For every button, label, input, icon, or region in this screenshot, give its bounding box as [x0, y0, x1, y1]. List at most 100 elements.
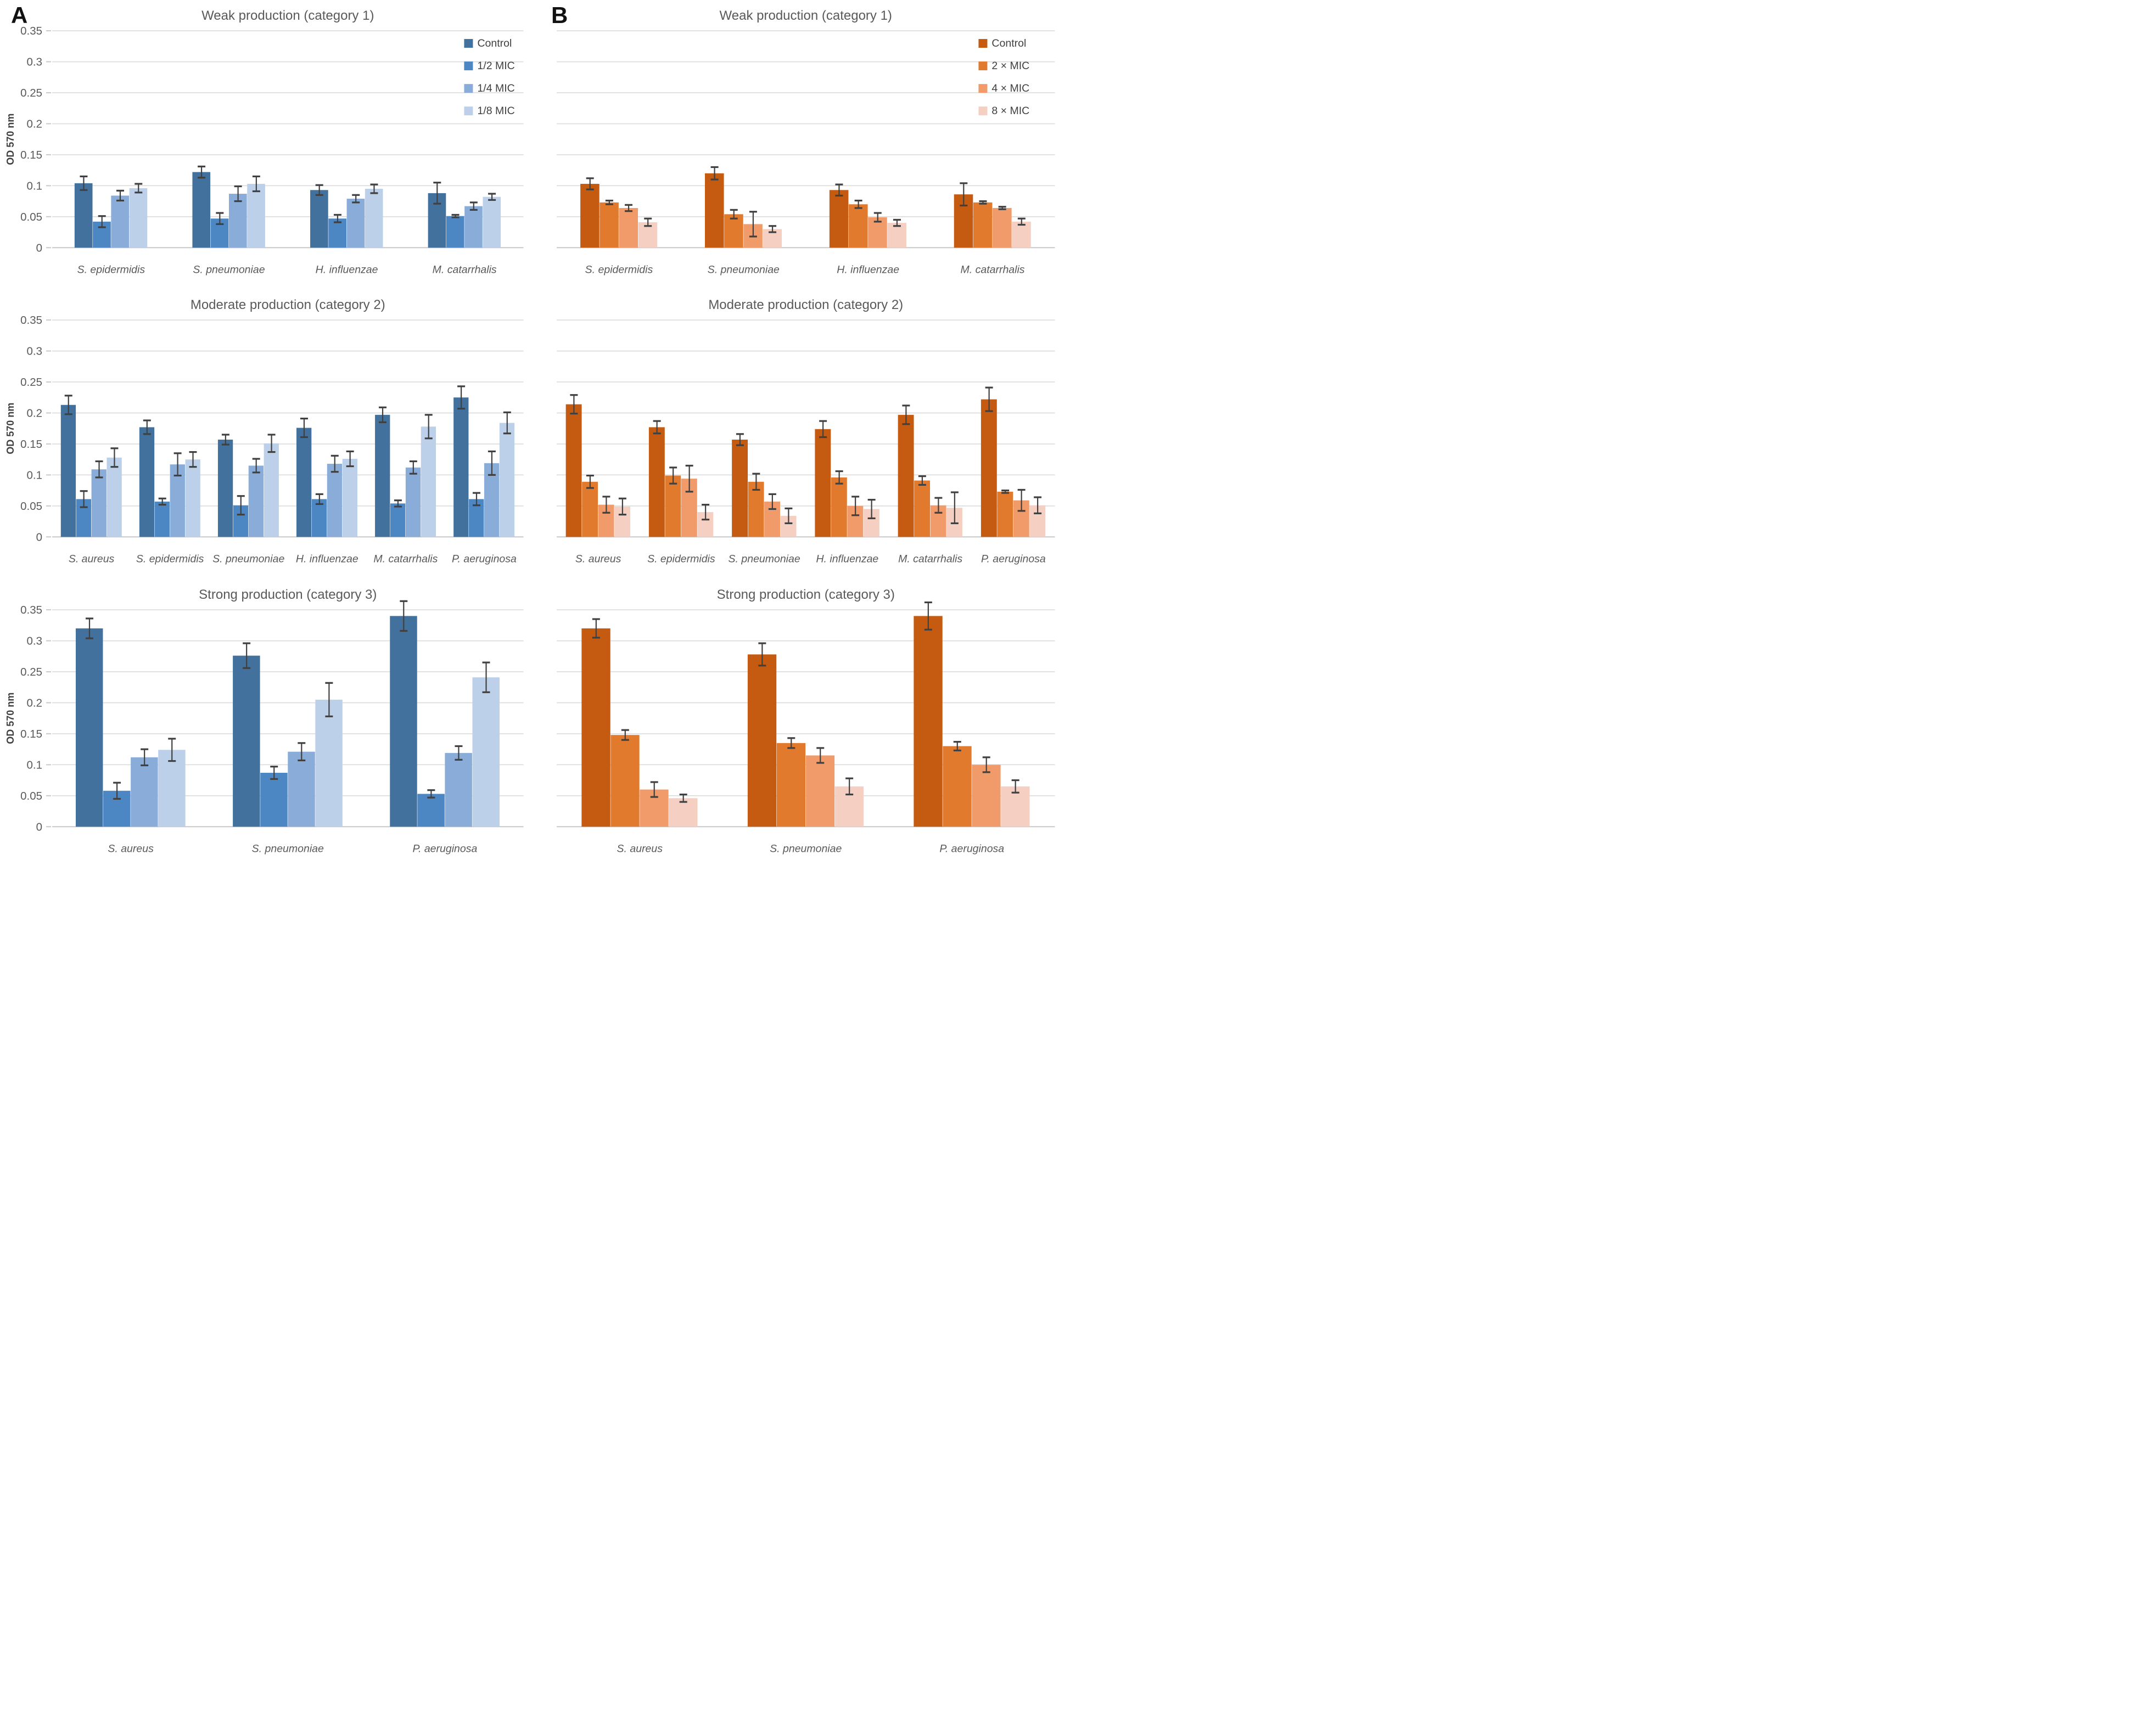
legend-swatch-1-4-mic	[464, 84, 473, 93]
bar-4-mic-m-catarrhalis	[992, 207, 1012, 248]
bar-control-h-influenzae	[296, 428, 312, 537]
bar-2-mic-h-influenzae	[831, 477, 847, 537]
chart-strong-b: Strong production (category 3) S. aureus S…	[533, 579, 1065, 868]
y-tick-label: 0.2	[27, 407, 43, 420]
bar-control-h-influenzae	[310, 190, 328, 248]
bar-1-4-mic-s-epidermidis	[170, 464, 185, 537]
bar-2-mic-h-influenzae	[848, 204, 868, 248]
chart-svg-weak-a: 0 0.05 0.1 0.15 0.2 0.25 0.3 0.35 OD 570 nm Weak …	[5, 8, 524, 276]
category-label-s-epidermidis: S. epidermidis	[647, 553, 715, 565]
bar-1-2-mic-h-influenzae	[311, 499, 327, 537]
bar-control-s-epidermidis	[139, 427, 155, 537]
legend-swatch-control	[464, 39, 473, 48]
bar-control-s-aureus	[565, 404, 582, 537]
bar-1-4-mic-s-aureus	[131, 757, 158, 827]
chart-title: Moderate production (category 2)	[191, 297, 385, 312]
category-label-s-aureus: S. aureus	[575, 553, 621, 565]
bar-2-mic-m-catarrhalis	[973, 202, 992, 248]
bar-2-mic-p-aeruginosa	[996, 492, 1013, 537]
y-tick-label: 0.1	[27, 759, 43, 771]
bar-control-s-epidermidis	[580, 183, 600, 248]
y-tick-label: 0	[36, 241, 42, 254]
legend-label-8-mic: 8 × MIC	[991, 105, 1029, 117]
bar-1-4-mic-s-pneumoniae	[288, 751, 315, 827]
y-tick-label: 0.05	[20, 500, 42, 513]
category-label-p-aeruginosa: P. aeruginosa	[981, 553, 1045, 565]
category-label-s-pneumoniae: S. pneumoniae	[193, 263, 265, 276]
bar-control-s-pneumoniae	[233, 655, 260, 827]
bar-1-4-mic-h-influenzae	[346, 199, 365, 248]
category-label-p-aeruginosa: P. aeruginosa	[413, 842, 478, 855]
y-tick-label: 0.15	[20, 149, 42, 161]
bar-2-mic-s-pneumoniae	[724, 214, 743, 248]
category-label-p-aeruginosa: P. aeruginosa	[939, 842, 1004, 855]
bar-1-8-mic-h-influenzae	[342, 459, 358, 537]
bar-1-8-mic-p-aeruginosa	[472, 677, 500, 827]
y-tick-label: 0.05	[20, 211, 42, 223]
y-tick-label: 0.2	[27, 696, 43, 709]
bar-control-p-aeruginosa	[981, 399, 997, 537]
bar-2-mic-s-pneumoniae	[776, 743, 805, 827]
bar-1-8-mic-s-epidermidis	[185, 459, 200, 537]
bar-control-s-pneumoniae	[747, 654, 776, 827]
bar-control-p-aeruginosa	[453, 397, 469, 537]
legend-swatch-2-mic	[978, 61, 987, 71]
bar-1-8-mic-m-catarrhalis	[483, 196, 501, 248]
bar-2-mic-s-pneumoniae	[748, 482, 764, 537]
bar-control-s-pneumoniae	[704, 173, 724, 248]
bar-control-s-pneumoniae	[731, 440, 748, 537]
bar-1-8-mic-s-pneumoniae	[264, 443, 279, 537]
category-label-s-epidermidis: S. epidermidis	[585, 263, 653, 276]
category-label-s-aureus: S. aureus	[69, 553, 115, 565]
bar-control-m-catarrhalis	[375, 415, 390, 537]
bar-1-4-mic-h-influenzae	[327, 464, 343, 537]
bar-1-8-mic-p-aeruginosa	[499, 423, 515, 537]
bar-1-4-mic-m-catarrhalis	[405, 468, 421, 537]
bar-control-h-influenzae	[814, 429, 831, 537]
bar-1-4-mic-s-epidermidis	[111, 195, 130, 248]
bar-1-8-mic-s-aureus	[107, 458, 122, 537]
bar-1-2-mic-p-aeruginosa	[417, 794, 445, 827]
y-tick-label: 0.2	[27, 117, 43, 130]
y-axis-title: OD 570 nm	[5, 692, 16, 744]
chart-strong-a: 0 0.05 0.1 0.15 0.2 0.25 0.3 0.35 OD 570 nm Stron…	[0, 579, 533, 868]
legend-swatch-4-mic	[978, 84, 987, 93]
legend-label-1-2-mic: 1/2 MIC	[477, 60, 514, 72]
bar-1-4-mic-s-pneumoniae	[228, 194, 247, 248]
bar-1-4-mic-s-aureus	[91, 469, 107, 537]
category-label-h-influenzae: H. influenzae	[296, 553, 358, 565]
bar-control-s-aureus	[581, 628, 610, 827]
panel-a-label: A	[11, 2, 28, 28]
category-label-s-pneumoniae: S. pneumoniae	[707, 263, 779, 276]
chart-moderate-a: 0 0.05 0.1 0.15 0.2 0.25 0.3 0.35 OD 570 nm Moder…	[0, 289, 533, 578]
category-label-m-catarrhalis: M. catarrhalis	[373, 553, 438, 565]
y-tick-label: 0.3	[27, 56, 43, 69]
y-tick-label: 0.15	[20, 728, 42, 740]
bar-1-2-mic-m-catarrhalis	[446, 216, 464, 248]
chart-svg-strong-a: 0 0.05 0.1 0.15 0.2 0.25 0.3 0.35 OD 570 nm Stron…	[5, 587, 524, 855]
chart-title: Moderate production (category 2)	[708, 297, 903, 312]
category-label-p-aeruginosa: P. aeruginosa	[452, 553, 517, 565]
bar-4-mic-s-epidermidis	[618, 207, 638, 248]
bar-1-8-mic-s-pneumoniae	[247, 183, 265, 248]
y-tick-label: 0.25	[20, 87, 42, 99]
bar-control-s-pneumoniae	[192, 172, 211, 248]
y-tick-label: 0	[36, 821, 42, 833]
y-axis-title: OD 570 nm	[5, 403, 16, 454]
y-tick-label: 0.15	[20, 438, 42, 451]
category-label-s-pneumoniae: S. pneumoniae	[728, 553, 800, 565]
legend-swatch-control	[978, 39, 987, 48]
y-tick-label: 0	[36, 531, 42, 544]
bar-1-2-mic-s-epidermidis	[154, 502, 170, 537]
legend-label-4-mic: 4 × MIC	[991, 82, 1029, 94]
chart-svg-moderate-b: Moderate production (category 2) S. aureu…	[556, 297, 1055, 565]
category-label-m-catarrhalis: M. catarrhalis	[960, 263, 1024, 276]
bar-8-mic-h-influenzae	[887, 223, 906, 248]
y-tick-label: 0.1	[27, 179, 43, 192]
bar-2-mic-s-aureus	[610, 734, 640, 827]
legend-label-2-mic: 2 × MIC	[991, 60, 1029, 72]
bar-2-mic-m-catarrhalis	[914, 480, 930, 537]
bar-control-m-catarrhalis	[898, 415, 914, 537]
category-label-s-pneumoniae: S. pneumoniae	[252, 842, 324, 855]
bar-1-4-mic-p-aeruginosa	[445, 752, 472, 827]
